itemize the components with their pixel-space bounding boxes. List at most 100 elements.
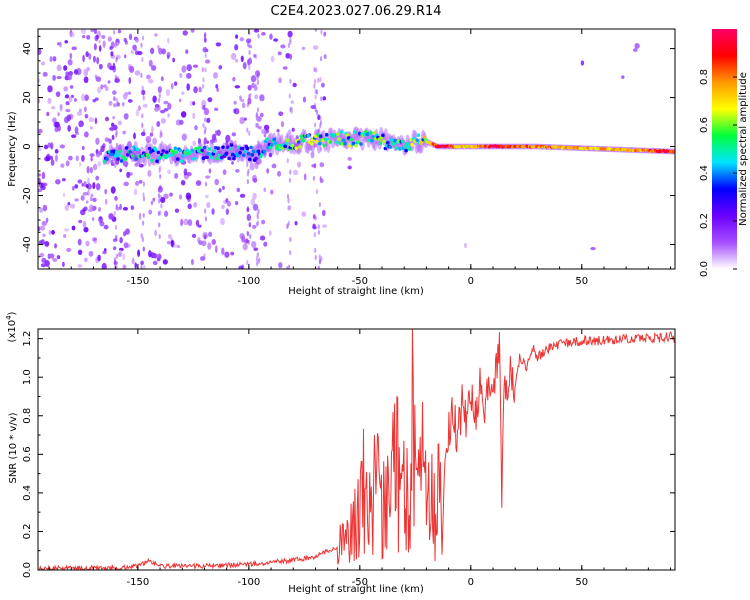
noise-speck (235, 58, 239, 63)
noise-speck (167, 234, 172, 239)
noise-speck (102, 40, 106, 48)
striation-speck (246, 205, 250, 211)
noise-speck (61, 178, 66, 182)
striation-speck (286, 158, 289, 164)
noise-speck (131, 257, 135, 265)
noise-speck (135, 108, 140, 117)
noise-speck (45, 217, 49, 223)
noise-speck (42, 233, 46, 237)
striation-speck (314, 162, 317, 168)
striation-speck (204, 31, 207, 37)
striation-speck (113, 95, 116, 101)
striation-speck (288, 177, 292, 183)
noise-speck (134, 50, 140, 56)
ridge-point (285, 138, 290, 143)
ridge-point (147, 146, 152, 151)
ridge-point (410, 142, 415, 147)
ridge-point (372, 130, 377, 135)
noise-speck (590, 246, 596, 251)
noise-speck (123, 113, 129, 120)
noise-speck (256, 116, 262, 122)
striation-speck (141, 57, 144, 63)
striation-speck (141, 85, 144, 91)
noise-speck (51, 230, 55, 235)
noise-speck (80, 209, 86, 216)
noise-speck (236, 187, 241, 193)
ridge-point (198, 146, 202, 150)
striation-speck (256, 107, 260, 113)
striation-speck (116, 54, 119, 60)
striation-speck (159, 194, 162, 200)
ridge-point (128, 150, 133, 154)
noise-speck (206, 117, 211, 124)
noise-speck (122, 206, 129, 211)
ridge-point (119, 159, 124, 163)
noise-speck (180, 179, 186, 186)
noise-speck (121, 102, 125, 107)
striation-speck (247, 94, 251, 100)
noise-speck (54, 121, 60, 128)
noise-speck (152, 260, 158, 266)
noise-speck (107, 36, 112, 42)
noise-speck (271, 163, 277, 169)
noise-speck (56, 64, 62, 72)
noise-speck (123, 242, 129, 249)
noise-speck (234, 108, 240, 115)
x-tick-label: 0 (468, 577, 474, 588)
noise-speck (158, 47, 163, 55)
noise-speck (181, 133, 187, 141)
noise-speck (312, 213, 316, 220)
noise-speck (317, 114, 321, 121)
noise-speck (65, 101, 70, 106)
noise-speck (156, 120, 161, 127)
ridge-point (217, 153, 222, 158)
striation-speck (317, 229, 320, 235)
ridge-point (272, 137, 277, 142)
noise-speck (134, 70, 141, 76)
ridge-point (306, 134, 311, 138)
noise-speck (213, 72, 218, 79)
noise-speck (174, 208, 180, 213)
noise-speck (83, 68, 89, 77)
ridge-point (416, 133, 421, 138)
noise-speck (69, 85, 74, 89)
striation-speck (114, 74, 117, 80)
noise-speck (172, 57, 176, 63)
ridge-point (215, 156, 219, 161)
noise-speck (250, 198, 256, 206)
striation-speck (247, 231, 250, 237)
ridge-point (370, 138, 374, 143)
spectrogram-x-ticks: -150 -100 -50 0 50 (48, 29, 672, 287)
noise-speck (55, 91, 61, 98)
striation-speck (142, 192, 145, 198)
noise-speck (166, 54, 170, 60)
striation-speck (142, 95, 145, 101)
noise-speck (195, 219, 200, 227)
noise-speck (44, 241, 50, 247)
noise-speck (38, 240, 42, 246)
ridge-point (343, 141, 347, 146)
striation-speck (319, 123, 322, 129)
striation-speck (246, 260, 249, 266)
noise-speck (201, 105, 206, 111)
noise-speck (86, 200, 89, 204)
noise-speck (259, 94, 265, 102)
noise-speck (310, 151, 315, 159)
noise-speck (208, 231, 213, 237)
striation-speck (256, 212, 259, 218)
ridge-hotspot (663, 149, 670, 154)
striation-speck (114, 77, 117, 83)
striation-speck (320, 29, 323, 35)
ridge-point (224, 151, 229, 156)
noise-speck (253, 54, 256, 58)
noise-speck (245, 38, 252, 44)
snr-y-unit: (x104) (5, 311, 18, 342)
ridge-point (193, 156, 197, 161)
noise-speck (152, 95, 157, 103)
noise-speck (173, 244, 179, 248)
ridge-point (173, 146, 178, 151)
noise-speck (268, 230, 272, 236)
striation-speck (257, 208, 260, 214)
noise-speck (294, 221, 298, 226)
striation-speck (313, 232, 316, 238)
